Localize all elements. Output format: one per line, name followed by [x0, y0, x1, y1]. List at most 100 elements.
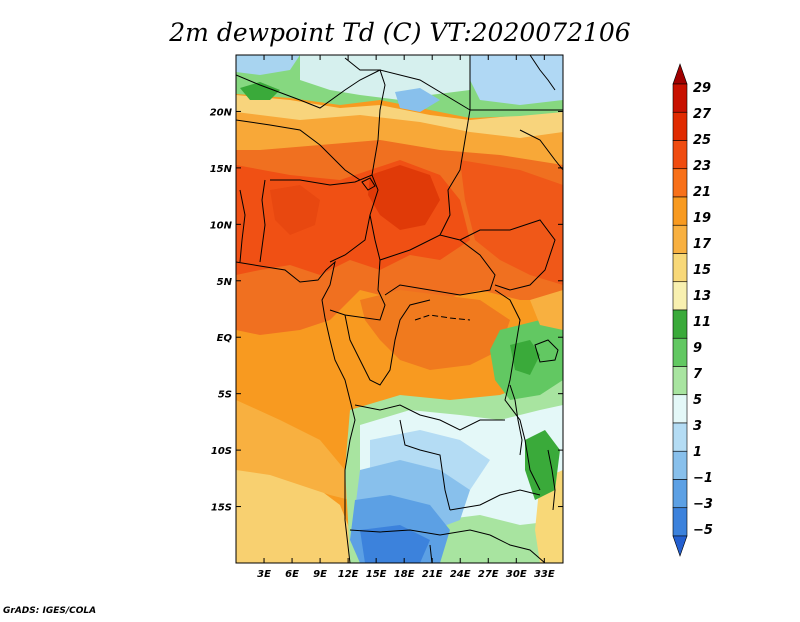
lat-tick-label: EQ [217, 333, 233, 344]
border-angola-east [399, 419, 451, 511]
border-libya-chad [344, 57, 471, 111]
map-title: 2m dewpoint Td (C) VT:2020072106 [168, 18, 631, 47]
lon-tick-label: 9E [313, 569, 327, 580]
colorbar-label: 3 [693, 419, 702, 434]
colorbar-swatch [672, 507, 688, 537]
lat-tick-label: 15N [210, 164, 233, 175]
field-region-s-yellow2 [236, 400, 350, 500]
lat-tick-label: 5N [217, 277, 233, 288]
lon-tick-label: 27E [478, 569, 499, 580]
colorbar-label: 11 [693, 315, 711, 330]
colorbar-label: 25 [693, 133, 711, 148]
colorbar-label: 1 [693, 445, 702, 460]
colorbar-label: 15 [693, 263, 711, 278]
colorbar-label: 5 [693, 393, 702, 408]
colorbar-swatch [672, 281, 688, 311]
lon-tick-label: 12E [338, 569, 359, 580]
coast-red-sea [529, 55, 556, 91]
latitude-axis: 20N 15N 10N 5N EQ 5S 10S 15S [210, 107, 563, 514]
lat-tick-label: 15S [211, 503, 232, 514]
lake-victoria [534, 339, 559, 363]
border-mali-niger [236, 119, 361, 181]
field-region-se-green3 [525, 430, 560, 500]
colorbar-label: 17 [693, 237, 712, 252]
field-region-east-25 [460, 160, 563, 285]
lon-tick-label: 30E [506, 569, 527, 580]
map-panel [236, 55, 563, 563]
colorbar-label: 29 [693, 81, 711, 96]
colorbar-label: 21 [693, 185, 711, 200]
field-region-green-11 [240, 82, 280, 100]
colorbar-swatch [672, 479, 688, 509]
colorbar-swatch [672, 366, 688, 396]
colorbar-swatch [672, 337, 688, 367]
lon-tick-label: 18E [394, 569, 415, 580]
field-region-se-orange [530, 290, 563, 330]
colorbar-swatch [672, 83, 688, 113]
colorbar-swatch [672, 450, 688, 480]
lake-tanganyika [509, 384, 523, 456]
colorbar-swatch [672, 111, 688, 141]
field-region-congo-21 [360, 290, 510, 370]
colorbar-swatch [672, 309, 688, 339]
border-zambia [449, 489, 541, 511]
lon-tick-label: 15E [366, 569, 387, 580]
colorbar-label: −1 [693, 471, 713, 486]
field-region-core-27 [368, 165, 440, 230]
country-borders [236, 55, 563, 563]
lat-tick-label: 20N [210, 107, 233, 118]
colorbar-label: 23 [693, 159, 711, 174]
border-algeria-niger [236, 69, 386, 176]
lon-tick-label: 24E [450, 569, 471, 580]
lat-tick-label: 5S [218, 390, 232, 401]
map-frame [235, 54, 564, 564]
colorbar-swatch [672, 224, 688, 254]
colorbar-label: 7 [693, 367, 703, 382]
colorbar-label: 9 [693, 341, 702, 356]
border-drc-east [494, 289, 541, 491]
border-ethiopia [519, 129, 563, 171]
border-botswana [429, 544, 433, 563]
border-drc-south [354, 404, 505, 431]
lon-tick-label: 33E [534, 569, 555, 580]
colorbar-label: 27 [693, 107, 712, 122]
longitude-axis: 3E 6E 9E 12E 15E 18E 21E 24E 27E 30E 33E [257, 55, 555, 580]
border-chad-sudan [439, 109, 471, 236]
colorbar-label: −3 [693, 497, 713, 512]
colorbar-swatch [672, 394, 688, 424]
field-region-s-blue-m3 [360, 525, 430, 563]
colorbar-label: 19 [693, 211, 711, 226]
colorbar-swatch [672, 535, 688, 557]
field-region-west-core [270, 185, 320, 235]
border-cameroon [329, 214, 386, 321]
lat-tick-label: 10S [211, 446, 232, 457]
colorbar-swatch [672, 168, 688, 198]
river-congo [414, 314, 471, 321]
border-angola-south [349, 529, 491, 536]
field-region-sahel-19 [236, 110, 563, 165]
lon-tick-label: 6E [285, 569, 299, 580]
field-region-se-green2 [510, 340, 540, 375]
field-region-sahara-5 [300, 55, 470, 100]
border-south-sudan [459, 219, 556, 291]
field-region-blue-core [395, 88, 440, 112]
colorbar-swatch [672, 196, 688, 226]
lat-tick-label: 10N [210, 220, 233, 231]
border-congo [344, 299, 431, 386]
field-region-sahara-3 [236, 55, 300, 75]
colorbar-swatch [672, 422, 688, 452]
colorbar-label: −5 [693, 523, 713, 538]
colorbar-swatch [672, 63, 688, 85]
coastline-west [236, 260, 356, 563]
field-region-central-25 [236, 160, 470, 275]
border-benin [259, 179, 266, 263]
lon-tick-label: 21E [422, 569, 443, 580]
colorbar-swatch [672, 140, 688, 170]
field-region-ne-blue [470, 55, 563, 105]
lake-chad [361, 177, 376, 191]
colorbar-swatch [672, 253, 688, 283]
border-nigeria-north [270, 174, 379, 263]
lon-tick-label: 3E [257, 569, 271, 580]
